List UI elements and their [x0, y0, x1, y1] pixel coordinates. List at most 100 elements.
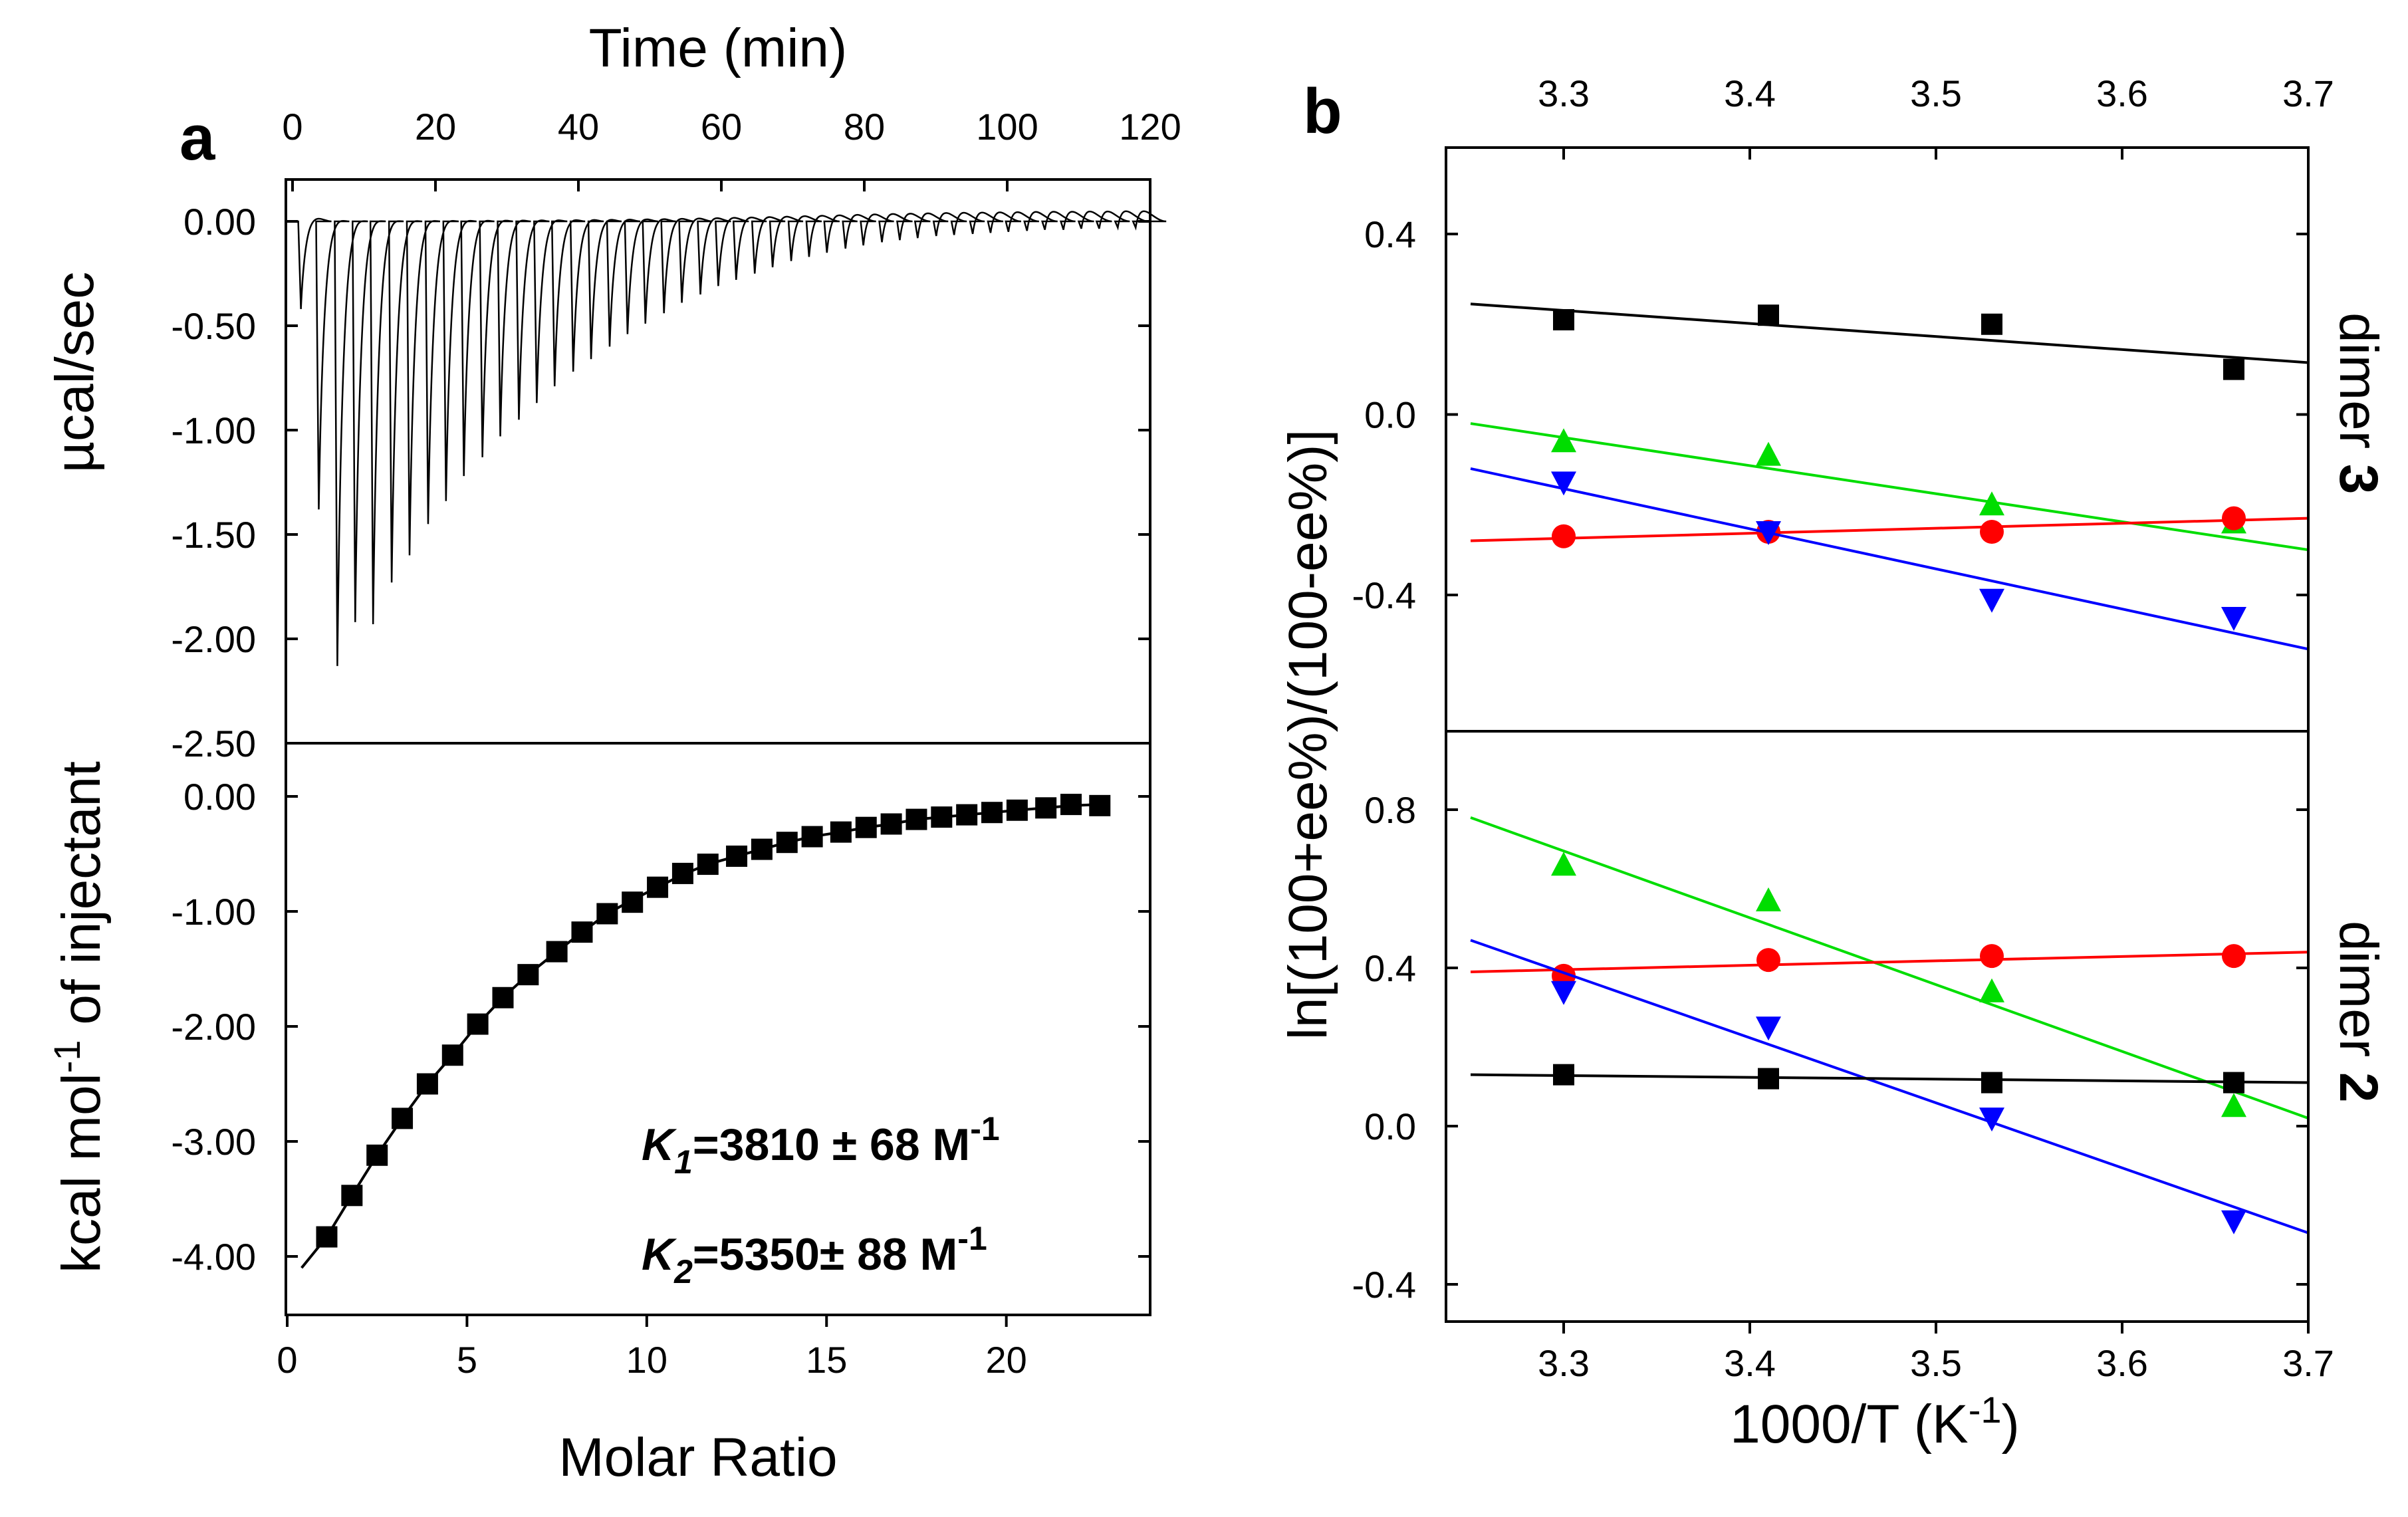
time-axis-tick-label: 80 [844, 106, 885, 148]
blue-data-point [2221, 606, 2246, 631]
dimer3-side-label: dimer 3 [2328, 312, 2389, 494]
black-data-point [1553, 1064, 1574, 1086]
inverse-temperature-axis-title: 1000/T (K-1) [1730, 1389, 2020, 1455]
time-axis-ticks: 0 20 40 60 80 100 120 [282, 106, 1181, 191]
heat-data-point [1060, 794, 1082, 816]
dimer3-y-tick-label: -0.4 [1352, 574, 1417, 616]
green-data-point [1979, 491, 2004, 516]
dimer3-top-x-ticks: 3.3 3.4 3.5 3.6 3.7 [1538, 72, 2334, 160]
heat-data-point [622, 891, 644, 913]
heat-data-point [956, 804, 978, 826]
time-axis-tick-label: 60 [701, 106, 742, 148]
dimer2-series [1470, 816, 2309, 1234]
dimer2-x-tick-label: 3.6 [2096, 1342, 2148, 1384]
dimer2-y-tick-label: 0.4 [1364, 947, 1416, 989]
heat-data-point [880, 813, 902, 835]
red-data-point [2222, 944, 2246, 969]
black-data-point [1553, 308, 1574, 330]
kcal-axis-ticks: 0.00 -1.00 -2.00 -3.00 -4.00 [171, 776, 1150, 1278]
time-axis-tick-label: 0 [282, 106, 302, 148]
integrated-heats-plot: 0 5 10 15 20 0.00 -1.00 -2.00 -3.00 -4.00 Molar … [46, 742, 1151, 1488]
heat-data-point [855, 816, 877, 838]
ucal-axis-tick-label: -1.00 [171, 409, 256, 451]
blue-data-point [1551, 981, 1576, 1005]
kcal-axis-tick-label: -2.00 [171, 1006, 256, 1048]
dimer2-y-tick-label: -0.4 [1352, 1264, 1417, 1306]
time-axis-tick-label: 120 [1119, 106, 1181, 148]
k1-annotation: K1=3810 ± 68 M-1 [642, 1110, 1000, 1181]
black-data-point [2223, 358, 2244, 380]
dimer3-y-ticks: 0.4 0.0 -0.4 [1352, 213, 2308, 616]
dimer3-plot: 3.3 3.4 3.5 3.6 3.7 0.4 0.0 -0.4 dimer 3 [1352, 72, 2389, 733]
dimer2-x-tick-label: 3.4 [1724, 1342, 1776, 1384]
ucal-axis-tick-label: -1.50 [171, 514, 256, 556]
heat-data-points [316, 794, 1111, 1248]
dimer3-x-tick-label: 3.4 [1724, 72, 1776, 114]
green-data-point [1756, 887, 1781, 911]
heat-data-point [571, 921, 593, 943]
dimer2-y-ticks: 0.8 0.4 0.0 -0.4 [1352, 789, 2308, 1306]
molar-ratio-axis-title: Molar Ratio [558, 1427, 837, 1488]
heat-data-point [441, 1044, 463, 1066]
green-data-point [1756, 441, 1781, 466]
dimer3-x-tick-label: 3.6 [2096, 72, 2148, 114]
kcal-axis-tick-label: -1.00 [171, 891, 256, 933]
heat-data-point [341, 1185, 363, 1207]
heat-data-point [830, 821, 852, 843]
blue-fit-line [1470, 939, 2309, 1234]
dimer3-x-tick-label: 3.5 [1910, 72, 1962, 114]
heat-data-point [467, 1013, 489, 1035]
panel-a-label: a [180, 102, 215, 174]
time-axis-tick-label: 40 [558, 106, 599, 148]
heat-data-point [981, 802, 1003, 824]
blue-data-point [1979, 588, 2004, 613]
red-data-point [1980, 944, 2004, 969]
dimer3-series [1470, 302, 2309, 651]
heats-frame [285, 742, 1151, 1316]
dimer3-x-tick-label: 3.3 [1538, 72, 1590, 114]
molar-ratio-tick-label: 5 [457, 1339, 477, 1381]
blue-fit-line [1470, 467, 2309, 651]
red-data-point [1756, 948, 1780, 973]
ln-ratio-axis-title: ln[(100+ee%)/(100-ee%)] [1278, 429, 1338, 1040]
heat-data-point [1006, 799, 1028, 821]
dimer2-frame [1445, 730, 2310, 1323]
heat-data-point [726, 845, 748, 867]
green-data-point [1551, 852, 1576, 876]
green-data-point [2221, 1093, 2246, 1117]
injection-peaks [293, 210, 1167, 666]
thermogram-trace [293, 210, 1167, 666]
ucal-axis-title: µcal/sec [45, 272, 105, 473]
molar-ratio-tick-label: 15 [806, 1339, 847, 1381]
ucal-axis-tick-label: -2.50 [171, 723, 256, 764]
dimer3-x-tick-label: 3.7 [2282, 72, 2334, 114]
thermogram-plot: Time (min) 0 20 40 60 80 100 120 0.00 -0.50 -1.0… [45, 18, 1181, 764]
red-data-point [1980, 519, 2004, 544]
molar-ratio-ticks: 0 5 10 15 20 [277, 1315, 1027, 1381]
time-axis-tick-label: 100 [976, 106, 1038, 148]
dimer2-x-tick-label: 3.3 [1538, 1342, 1590, 1384]
red-data-point [2222, 506, 2246, 530]
dimer3-y-tick-label: 0.4 [1364, 213, 1416, 255]
molar-ratio-tick-label: 0 [277, 1339, 297, 1381]
k2-annotation: K2=5350± 88 M-1 [642, 1220, 987, 1290]
heat-data-point [1035, 797, 1057, 819]
black-data-point [1981, 1072, 2002, 1094]
black-data-point [1758, 304, 1779, 326]
dimer2-x-tick-label: 3.5 [1910, 1342, 1962, 1384]
black-fit-line [1470, 1073, 2309, 1084]
kcal-axis-title: kcal mol-1 of injectant [46, 761, 112, 1273]
green-fit-line [1470, 816, 2309, 1119]
red-fit-line [1470, 517, 2309, 542]
red-fit-line [1470, 951, 2309, 973]
ucal-axis-tick-label: -2.00 [171, 618, 256, 660]
heat-data-point [1089, 794, 1111, 816]
blue-data-point [1979, 1108, 2004, 1132]
molar-ratio-tick-label: 20 [986, 1339, 1027, 1381]
dimer2-x-ticks: 3.3 3.4 3.5 3.6 3.7 [1538, 1322, 2334, 1384]
black-data-point [2223, 1072, 2244, 1094]
blue-data-point [2221, 1210, 2246, 1234]
time-axis-title: Time (min) [589, 18, 848, 78]
blue-data-point [1756, 521, 1781, 545]
heat-data-point [776, 832, 798, 854]
